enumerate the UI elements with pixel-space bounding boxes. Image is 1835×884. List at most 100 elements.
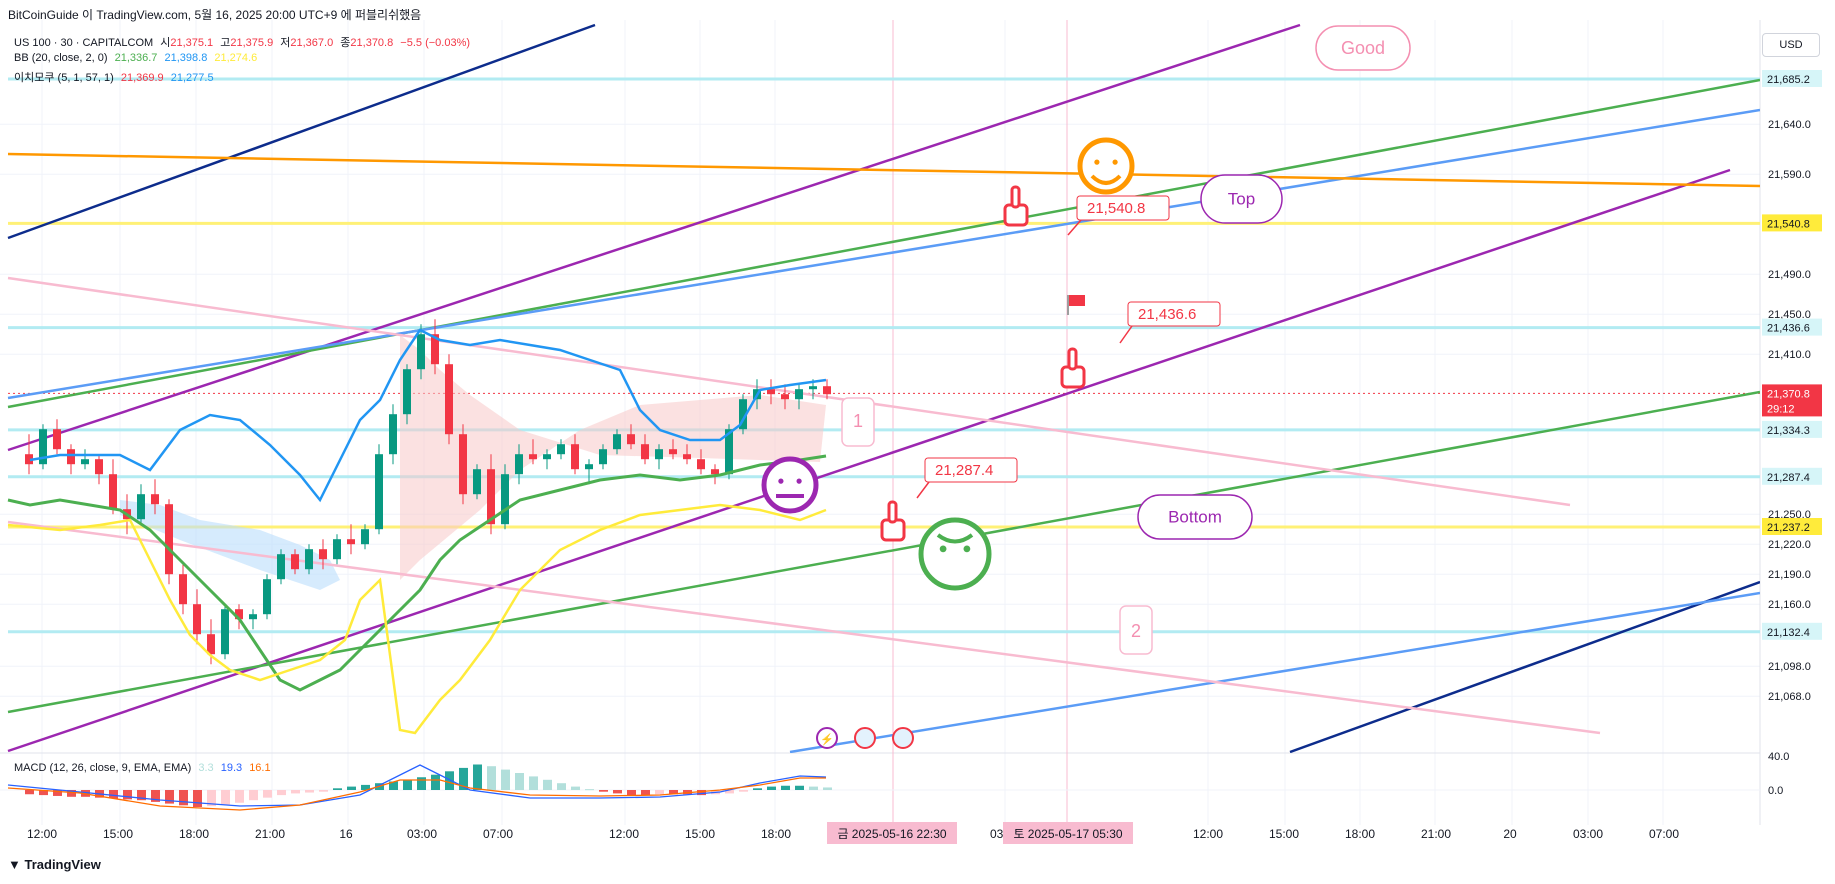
candle-body bbox=[249, 614, 257, 620]
tradingview-logo-icon: ▼ bbox=[8, 857, 25, 872]
bb-upper bbox=[29, 328, 827, 503]
candle-body bbox=[25, 454, 33, 465]
trendlines bbox=[7, 23, 1760, 753]
candle-body bbox=[487, 469, 495, 525]
time-badge: 금 2025-05-16 22:30 bbox=[837, 827, 946, 841]
pointing-hand-icon-finger bbox=[1067, 347, 1078, 371]
macd-histogram-bar bbox=[151, 790, 160, 802]
macd-histogram-bar bbox=[25, 790, 34, 795]
candle-body bbox=[263, 579, 271, 615]
candle-body bbox=[445, 364, 453, 435]
callout-21436-pointer bbox=[1119, 325, 1133, 344]
currency-button[interactable]: USD bbox=[1762, 33, 1820, 57]
macd-histogram-bar bbox=[753, 788, 762, 790]
sleepy-face-icon-eye bbox=[963, 545, 971, 553]
macd-histogram-bar bbox=[613, 790, 622, 794]
candle-body bbox=[501, 474, 509, 525]
macd-histogram-bar bbox=[795, 785, 804, 790]
time-tick-label: 18:00 bbox=[1345, 827, 1375, 841]
sleepy-face-icon-eye bbox=[939, 545, 947, 553]
macd-tick-label: 0.0 bbox=[1768, 785, 1783, 797]
macd-histogram-bar bbox=[599, 790, 608, 792]
candle-body bbox=[781, 394, 789, 400]
neutral-face-icon-eye bbox=[796, 478, 802, 484]
macd-histogram-bar bbox=[417, 777, 426, 790]
macd-histogram-bar bbox=[123, 790, 132, 800]
price-tick-label: 21,160.0 bbox=[1768, 599, 1811, 611]
macd-signal-value: 16.1 bbox=[249, 762, 271, 774]
macd-histogram-bar bbox=[319, 790, 328, 792]
price-tag-label: 21,334.3 bbox=[1767, 425, 1810, 437]
smiley-face-icon-eye bbox=[1112, 159, 1118, 165]
macd-histogram-bar bbox=[627, 790, 636, 796]
bb-lower bbox=[7, 503, 827, 735]
candle-body bbox=[459, 434, 467, 495]
price-tick-label: 21,410.0 bbox=[1768, 349, 1811, 361]
candle-body bbox=[151, 494, 159, 505]
candle-body bbox=[529, 454, 537, 460]
candle-body bbox=[403, 369, 411, 415]
low-value: 21,367.0 bbox=[290, 37, 334, 49]
candle-body bbox=[795, 389, 803, 400]
price-tag-box bbox=[1762, 384, 1822, 417]
macd-histogram-bar bbox=[641, 790, 650, 796]
candle-body bbox=[67, 449, 75, 465]
time-tick-label: 07:00 bbox=[483, 827, 513, 841]
grid-lines bbox=[0, 20, 1761, 825]
open-value: 21,375.1 bbox=[170, 37, 214, 49]
bubble-good: Good bbox=[1341, 38, 1385, 58]
macd-histogram-bar bbox=[221, 790, 230, 805]
bb-label: BB (20, close, 2, 0) bbox=[14, 52, 108, 64]
macd-signal-line bbox=[7, 777, 826, 811]
candle-body bbox=[347, 539, 355, 545]
macd-legend-row[interactable]: MACD (12, 26, close, 9, EMA, EMA) 3.3 19… bbox=[14, 762, 275, 774]
time-tick-label: 03:00 bbox=[407, 827, 437, 841]
candle-body bbox=[585, 464, 593, 470]
cloud-bear bbox=[120, 500, 340, 590]
candle-body bbox=[431, 334, 439, 365]
trendline bbox=[7, 108, 1760, 400]
macd-histogram-bar bbox=[515, 773, 524, 790]
bb-low-value: 21,274.6 bbox=[214, 52, 258, 64]
time-badge: 토 2025-05-17 05:30 bbox=[1013, 827, 1122, 841]
ichimoku-a-value: 21,369.9 bbox=[120, 72, 164, 84]
macd-histogram-bar bbox=[459, 767, 468, 790]
price-tag-label: 21,287.4 bbox=[1767, 472, 1810, 484]
candle-body bbox=[361, 529, 369, 545]
macd-histogram-bar bbox=[543, 779, 552, 790]
price-tag-label: 21,436.6 bbox=[1767, 323, 1810, 335]
bb-row[interactable]: BB (20, close, 2, 0) 21,336.7 21,398.8 2… bbox=[14, 52, 261, 64]
macd-histogram-bar bbox=[473, 764, 482, 790]
macd-histogram-bar bbox=[529, 776, 538, 790]
candle-body bbox=[473, 469, 481, 495]
macd-label: MACD (12, 26, close, 9, EMA, EMA) bbox=[14, 762, 192, 774]
price-tick-label: 21,490.0 bbox=[1768, 269, 1811, 281]
us-event-icon bbox=[892, 727, 914, 749]
candle-body bbox=[207, 634, 215, 655]
trendline bbox=[7, 390, 1760, 714]
candle-body bbox=[557, 444, 565, 455]
price-tag-label: 21,540.8 bbox=[1767, 218, 1810, 230]
ichimoku-row[interactable]: 이치모쿠 (5, 1, 57, 1) 21,369.9 21,277.5 bbox=[14, 69, 218, 85]
bb-middle bbox=[7, 454, 827, 692]
price-tick-label: 21,068.0 bbox=[1768, 691, 1811, 703]
macd-histogram-bar bbox=[291, 790, 300, 794]
ichimoku-label: 이치모쿠 (5, 1, 57, 1) bbox=[14, 72, 114, 84]
symbol-name[interactable]: US 100 · 30 · CAPITALCOM bbox=[14, 37, 154, 49]
sleepy-face-icon bbox=[918, 517, 992, 591]
high-value: 21,375.9 bbox=[230, 37, 274, 49]
pointing-hand-icon-finger bbox=[1010, 185, 1021, 209]
time-badge-box bbox=[1003, 822, 1133, 844]
tradingview-logo[interactable]: ▼ TradingView bbox=[8, 857, 101, 872]
trendline bbox=[7, 23, 1301, 452]
trendline bbox=[789, 591, 1760, 753]
candle-body bbox=[627, 434, 635, 445]
time-tick-label: 15:00 bbox=[685, 827, 715, 841]
close-value: 21,370.8 bbox=[350, 37, 394, 49]
candle-body bbox=[683, 454, 691, 460]
macd-histogram-bar bbox=[403, 779, 412, 790]
candle-body bbox=[543, 454, 551, 460]
price-tick-label: 21,190.0 bbox=[1768, 569, 1811, 581]
macd-histogram-bar bbox=[207, 790, 216, 807]
